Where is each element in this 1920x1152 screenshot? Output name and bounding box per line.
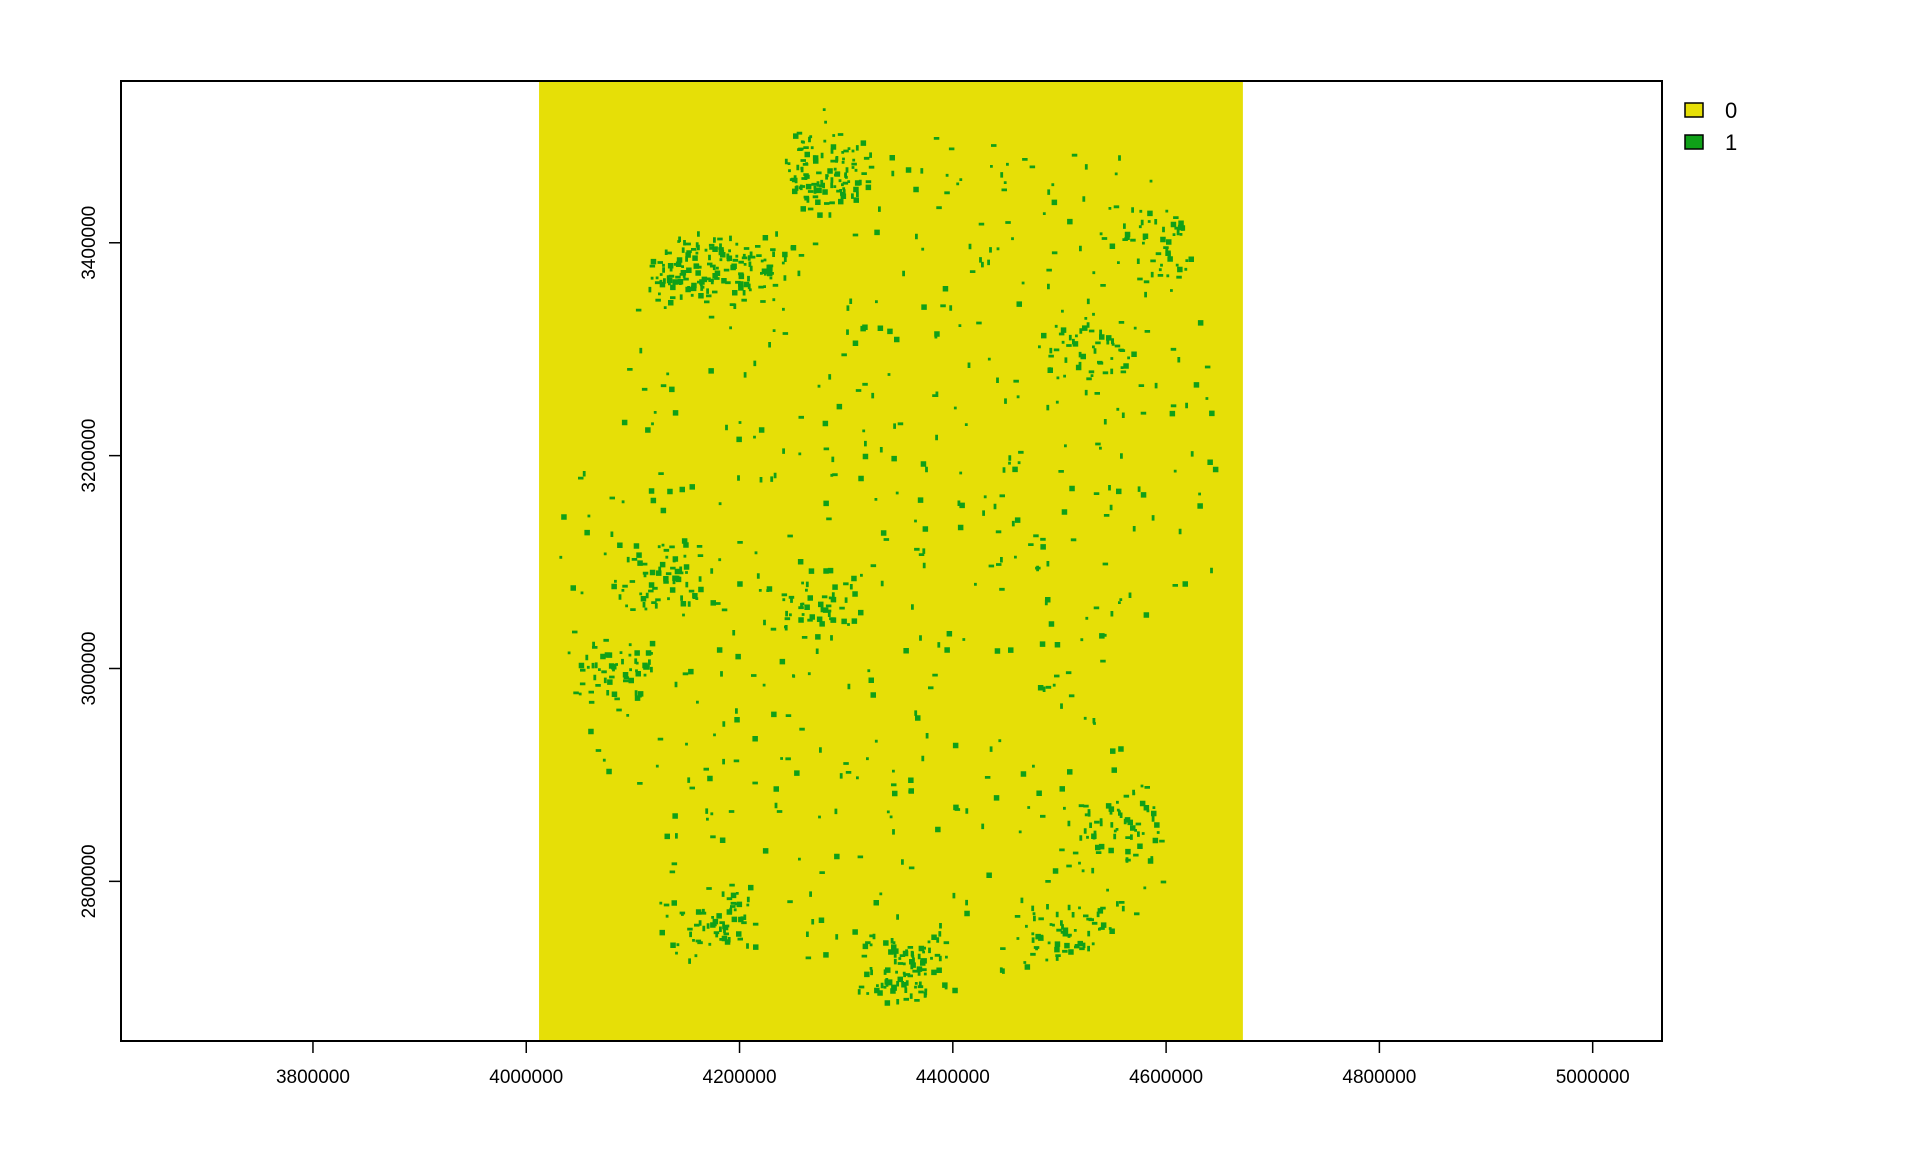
x-tick-label: 4200000 (703, 1067, 777, 1088)
legend-label: 0 (1725, 98, 1737, 123)
x-tick-label: 5000000 (1556, 1067, 1630, 1088)
raster-layer (539, 81, 1243, 1041)
y-tick-label: 3000000 (79, 632, 100, 706)
legend-label: 1 (1725, 130, 1737, 155)
y-tick-label: 2800000 (79, 844, 100, 918)
x-tick-label: 4000000 (489, 1067, 563, 1088)
y-tick-label: 3400000 (79, 206, 100, 280)
legend: 01 (1684, 98, 1737, 155)
x-tick-label: 4600000 (1129, 1067, 1203, 1088)
x-axis: 3800000 4000000 4200000 4400000 4600000 48000… (276, 1040, 1630, 1088)
y-tick-label: 3200000 (79, 419, 100, 493)
x-tick-label: 3800000 (276, 1067, 350, 1088)
raster-background-class-0 (539, 81, 1243, 1041)
legend-swatch (1684, 134, 1704, 150)
legend-swatch (1684, 102, 1704, 118)
x-tick-label: 4800000 (1342, 1067, 1416, 1088)
y-axis: 2800000 3000000 3200000 3400000 (79, 206, 121, 918)
x-tick-label: 4400000 (916, 1067, 990, 1088)
